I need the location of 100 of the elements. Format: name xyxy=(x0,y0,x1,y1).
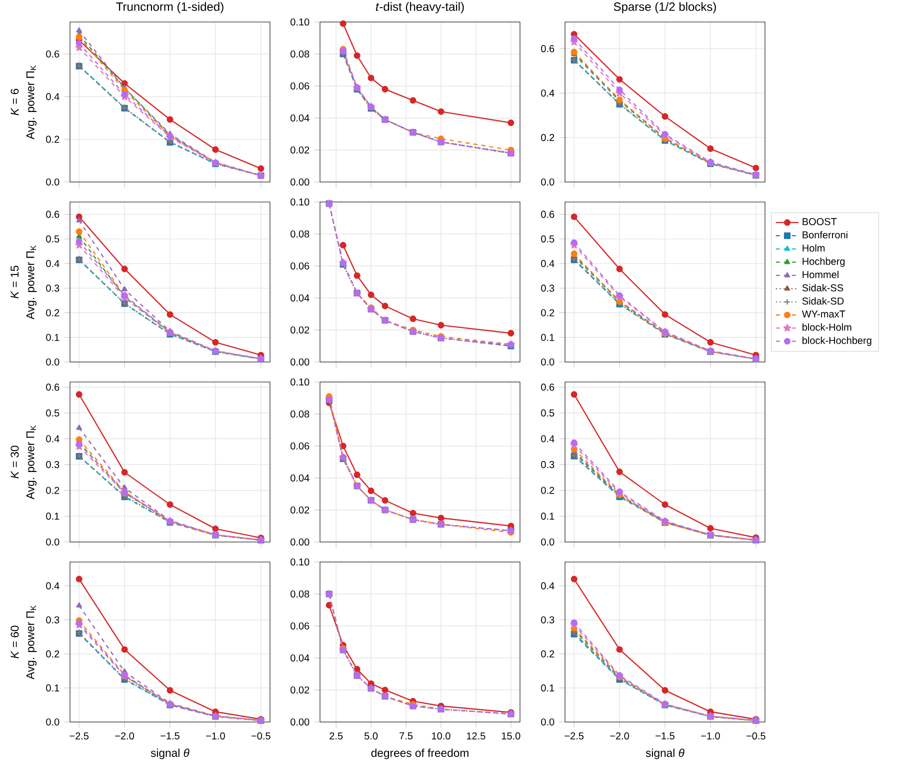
y-tick-label: 0.3 xyxy=(46,616,60,624)
y-tick-label: 0.0 xyxy=(46,538,60,546)
x-tick-label: −1.0 xyxy=(701,732,720,740)
x-tick-label: −2.5 xyxy=(564,732,584,740)
y-tick-label: 0.4 xyxy=(541,435,554,442)
y-tick-label: 0.04 xyxy=(290,114,310,122)
text: K = 60 xyxy=(10,626,19,658)
y-tick-label: 0.5 xyxy=(46,409,60,417)
text: K = 6 xyxy=(10,88,19,116)
y-tick-label: 0.08 xyxy=(290,590,310,598)
y-tick-label: 0.00 xyxy=(290,178,310,186)
y-tick-label: 0.4 xyxy=(541,582,554,590)
x-tick-label: 7.5 xyxy=(400,732,413,740)
y-tick-label: 0.6 xyxy=(46,384,60,391)
x-axis-title: signal θ xyxy=(150,748,190,760)
y-tick-label: 0.10 xyxy=(290,198,310,206)
y-tick-label: 0.10 xyxy=(290,558,310,566)
y-tick-label: 0.2 xyxy=(46,309,60,316)
y-tick-label: 0.2 xyxy=(46,136,60,143)
chart-title: Truncnorm (1-sided) xyxy=(116,2,224,14)
y-tick-label: 0.04 xyxy=(290,294,310,302)
y-tick-label: 0.3 xyxy=(46,284,60,292)
y-tick-label: 0.3 xyxy=(541,284,554,292)
y-tick-label: 0.10 xyxy=(290,18,310,26)
y-tick-label: 0.4 xyxy=(541,90,554,97)
x-tick-label: 15.0 xyxy=(502,732,520,740)
y-tick-label: 0.3 xyxy=(541,616,554,624)
y-tick-label: 0.2 xyxy=(46,486,60,494)
y-tick-label: 0.1 xyxy=(541,334,554,341)
y-tick-label: 0.4 xyxy=(46,582,60,590)
y-tick-label: 0.6 xyxy=(541,384,554,391)
y-tick-label: 0.10 xyxy=(290,378,310,386)
y-tick-label: 0.2 xyxy=(46,650,60,658)
x-tick-label: −2.0 xyxy=(610,732,630,740)
y-tick-label: 0.0 xyxy=(46,358,60,366)
y-tick-label: 0.5 xyxy=(541,235,554,242)
y-tick-label: 0.08 xyxy=(290,410,310,418)
y-tick-label: 0.2 xyxy=(541,486,554,494)
y-axis-title: Avg. power Π$_{K}$ xyxy=(26,605,37,680)
x-tick-label: −0.5 xyxy=(252,732,270,740)
y-tick-label: 0.2 xyxy=(541,650,554,658)
legend-label: Hochberg xyxy=(802,258,845,267)
legend-label: block-Hochberg xyxy=(802,336,872,346)
y-tick-label: 0.4 xyxy=(46,435,60,442)
y-tick-label: 0.06 xyxy=(290,622,310,630)
legend-label: Bonferroni xyxy=(802,231,848,238)
y-axis-title: Avg. power Π$_{K}$ xyxy=(26,245,37,320)
chart-title: t-dist (heavy-tail) xyxy=(376,2,464,14)
x-tick-label: 10.0 xyxy=(432,732,450,740)
chart-title: Sparse (1/2 blocks) xyxy=(614,2,716,14)
y-tick-label: 0.00 xyxy=(290,358,310,366)
y-tick-label: 0.02 xyxy=(290,146,310,154)
y-tick-label: 0.0 xyxy=(46,178,60,186)
x-tick-label: 12.5 xyxy=(466,732,486,740)
x-axis-title: degrees of freedom xyxy=(371,748,468,760)
y-tick-label: 0.00 xyxy=(290,718,310,726)
x-tick-label: −1.5 xyxy=(656,732,674,740)
y-tick-label: 0.00 xyxy=(290,538,310,546)
y-tick-label: 0.08 xyxy=(290,50,310,58)
y-tick-label: 0.6 xyxy=(541,210,554,218)
y-tick-label: 0.1 xyxy=(541,684,554,692)
y-axis-title: Avg. power Π$_{K}$ xyxy=(26,65,37,140)
y-tick-label: 0.3 xyxy=(541,461,554,468)
legend-label: BOOST xyxy=(802,218,837,226)
x-tick-label: −2.0 xyxy=(115,732,134,740)
y-tick-label: 0.0 xyxy=(541,358,554,366)
x-tick-label: 2.5 xyxy=(330,732,343,740)
y-tick-label: 0.1 xyxy=(541,512,554,520)
y-tick-label: 0.4 xyxy=(46,260,60,268)
y-tick-label: 0.06 xyxy=(290,82,310,90)
legend-label: Holm xyxy=(802,244,825,252)
x-tick-label: −0.5 xyxy=(746,732,766,740)
y-tick-label: 0.4 xyxy=(541,260,554,268)
legend-label: Hommel xyxy=(802,270,838,278)
y-tick-label: 0.04 xyxy=(290,474,310,482)
x-tick-label: −2.5 xyxy=(70,732,89,740)
legend-label: WY-maxT xyxy=(802,310,846,318)
x-tick-label: −1.0 xyxy=(206,732,225,740)
legend-label: Sidak-SS xyxy=(802,284,844,292)
y-tick-label: 0.1 xyxy=(46,684,60,692)
y-tick-label: 0.5 xyxy=(46,235,60,242)
y-tick-label: 0.0 xyxy=(541,718,554,726)
y-tick-label: 0.1 xyxy=(46,334,60,341)
y-tick-label: 0.0 xyxy=(541,538,554,546)
y-tick-label: 0.1 xyxy=(46,512,60,520)
y-tick-label: 0.02 xyxy=(290,686,310,694)
text: K = 15 xyxy=(10,266,19,298)
y-tick-label: 0.0 xyxy=(46,718,60,726)
y-tick-label: 0.4 xyxy=(46,93,60,100)
y-tick-label: 0.02 xyxy=(290,506,310,514)
x-tick-label: 5.0 xyxy=(364,732,378,740)
y-tick-label: 0.6 xyxy=(46,210,60,218)
y-axis-title: Avg. power Π$_{K}$ xyxy=(26,425,37,500)
legend-label: Sidak-SD xyxy=(802,297,844,305)
y-tick-label: 0.08 xyxy=(290,230,310,238)
y-tick-label: 0.3 xyxy=(46,461,60,468)
x-axis-title: signal θ xyxy=(646,748,684,760)
y-tick-label: 0.02 xyxy=(290,326,310,334)
y-tick-label: 0.6 xyxy=(46,50,60,58)
y-tick-label: 0.6 xyxy=(541,45,554,52)
